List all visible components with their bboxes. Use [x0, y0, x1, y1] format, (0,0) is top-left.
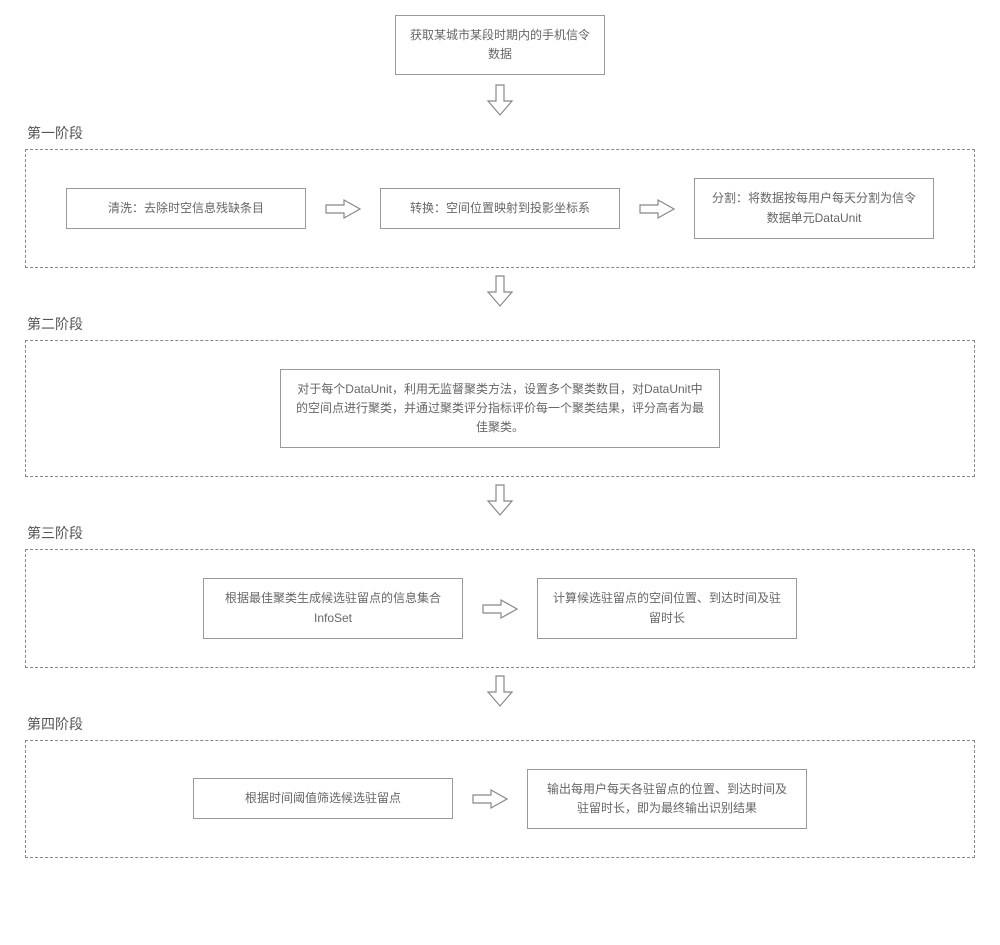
- stage-3-label: 第三阶段: [27, 523, 975, 543]
- start-box: 获取某城市某段时期内的手机信令数据: [395, 15, 605, 75]
- stage-1: 第一阶段 清洗：去除时空信息残缺条目 转换：空间位置映射到投影坐标系 分割：将数…: [25, 123, 975, 267]
- stage-2-box-1: 对于每个DataUnit，利用无监督聚类方法，设置多个聚类数目，对DataUni…: [280, 369, 720, 449]
- stage-2: 第二阶段 对于每个DataUnit，利用无监督聚类方法，设置多个聚类数目，对Da…: [25, 314, 975, 478]
- arrow-right-icon: [471, 788, 509, 810]
- arrow-right-icon: [481, 598, 519, 620]
- arrow-down: [25, 674, 975, 708]
- stage-2-container: 对于每个DataUnit，利用无监督聚类方法，设置多个聚类数目，对DataUni…: [25, 340, 975, 478]
- stage-3-container: 根据最佳聚类生成候选驻留点的信息集合InfoSet 计算候选驻留点的空间位置、到…: [25, 549, 975, 667]
- stage-1-box-2: 转换：空间位置映射到投影坐标系: [380, 188, 620, 229]
- stage-4: 第四阶段 根据时间阈值筛选候选驻留点 输出每用户每天各驻留点的位置、到达时间及驻…: [25, 714, 975, 858]
- stage-4-box-1: 根据时间阈值筛选候选驻留点: [193, 778, 453, 819]
- arrow-right-icon: [324, 198, 362, 220]
- stage-4-container: 根据时间阈值筛选候选驻留点 输出每用户每天各驻留点的位置、到达时间及驻留时长，即…: [25, 740, 975, 858]
- arrow-right-icon: [638, 198, 676, 220]
- stage-1-box-1: 清洗：去除时空信息残缺条目: [66, 188, 306, 229]
- stage-2-label: 第二阶段: [27, 314, 975, 334]
- arrow-down: [25, 83, 975, 117]
- stage-3-box-1: 根据最佳聚类生成候选驻留点的信息集合InfoSet: [203, 578, 463, 638]
- arrow-down: [25, 483, 975, 517]
- start-node: 获取某城市某段时期内的手机信令数据: [25, 15, 975, 75]
- arrow-down: [25, 274, 975, 308]
- stage-4-box-2: 输出每用户每天各驻留点的位置、到达时间及驻留时长，即为最终输出识别结果: [527, 769, 807, 829]
- stage-1-container: 清洗：去除时空信息残缺条目 转换：空间位置映射到投影坐标系 分割：将数据按每用户…: [25, 149, 975, 267]
- stage-4-label: 第四阶段: [27, 714, 975, 734]
- stage-1-label: 第一阶段: [27, 123, 975, 143]
- stage-1-box-3: 分割：将数据按每用户每天分割为信令数据单元DataUnit: [694, 178, 934, 238]
- stage-3: 第三阶段 根据最佳聚类生成候选驻留点的信息集合InfoSet 计算候选驻留点的空…: [25, 523, 975, 667]
- stage-3-box-2: 计算候选驻留点的空间位置、到达时间及驻留时长: [537, 578, 797, 638]
